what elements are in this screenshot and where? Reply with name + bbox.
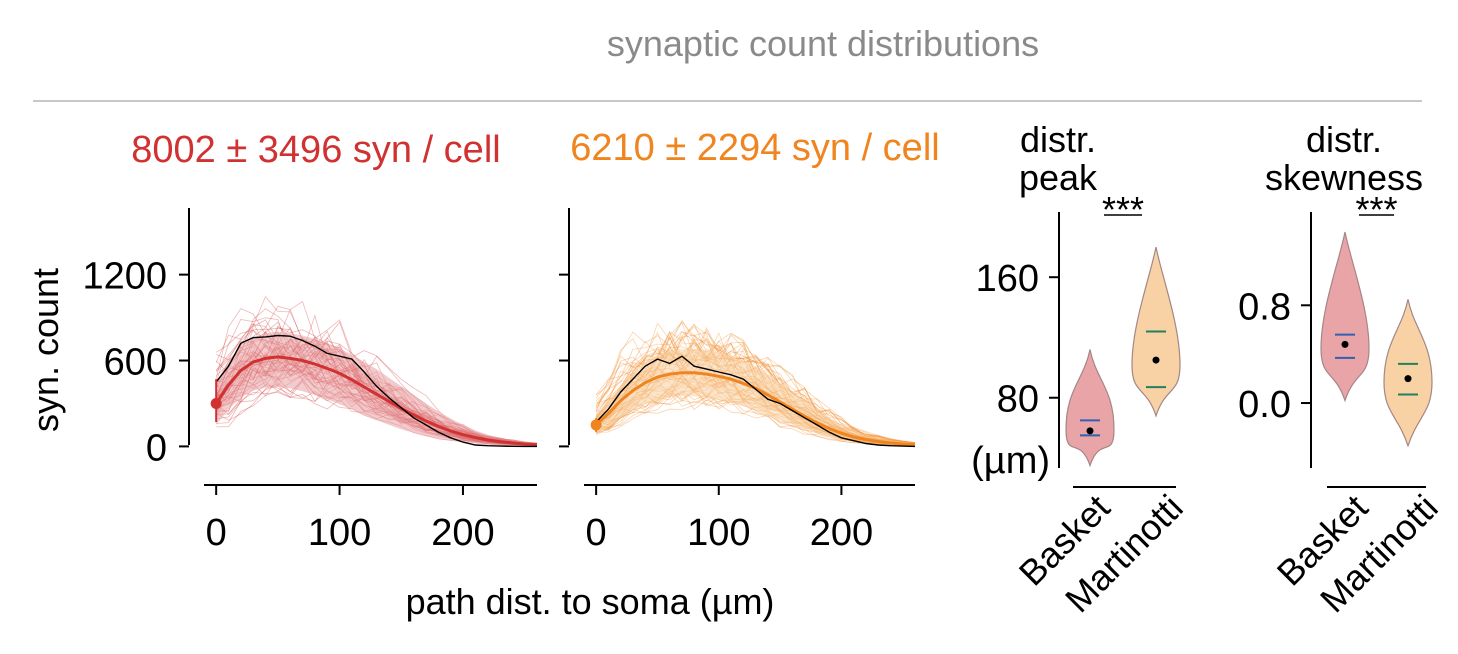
violin-y-tick-label: 0.8 (1238, 286, 1291, 328)
x-tick-label: 200 (431, 512, 494, 554)
mean-dot (1086, 427, 1094, 435)
figure-title: synaptic count distributions (607, 23, 1039, 64)
y-tick-label: 600 (104, 342, 167, 384)
mean-dot (1341, 340, 1349, 348)
violin-y-tick-label: 0.0 (1238, 384, 1291, 426)
peak-title-line1: distr. (1020, 119, 1096, 160)
mean-line (214, 355, 538, 447)
basket-count-title: 8002 ± 3496 syn / cell (131, 129, 500, 171)
std-band (596, 349, 915, 446)
x-tick-label: 100 (308, 512, 371, 554)
example-trace (595, 355, 916, 448)
x-tick-label: 0 (206, 512, 227, 554)
soma-point (210, 397, 222, 409)
mean-dot (1404, 375, 1412, 383)
y-axis-label: syn. count (25, 268, 66, 432)
significance-stars: *** (1355, 189, 1397, 230)
peak-unit-label: (µm) (971, 440, 1050, 482)
soma-point (590, 419, 602, 431)
std-band (216, 331, 537, 447)
martinotti-violin (1383, 299, 1433, 448)
violin-y-tick-label: 160 (976, 258, 1039, 300)
basket-violin (1065, 349, 1115, 468)
x-tick-label: 100 (687, 512, 750, 554)
violin-y-tick-label: 80 (997, 379, 1039, 421)
y-tick-label: 0 (146, 427, 167, 469)
cell-trace (595, 336, 916, 444)
peak-title-line2: peak (1019, 157, 1098, 198)
skew-title-line1: distr. (1306, 119, 1382, 160)
mean-dot (1152, 356, 1160, 364)
martinotti-count-title: 6210 ± 2294 syn / cell (570, 127, 939, 169)
skew-title-line2: skewness (1265, 157, 1423, 198)
y-tick-label: 1200 (82, 256, 167, 298)
x-tick-label: 200 (810, 512, 873, 554)
basket-violin (1320, 231, 1370, 403)
example-trace (215, 334, 537, 448)
x-axis-label: path dist. to soma (µm) (406, 581, 775, 622)
x-tick-label: 0 (586, 512, 607, 554)
significance-stars: *** (1102, 189, 1144, 230)
